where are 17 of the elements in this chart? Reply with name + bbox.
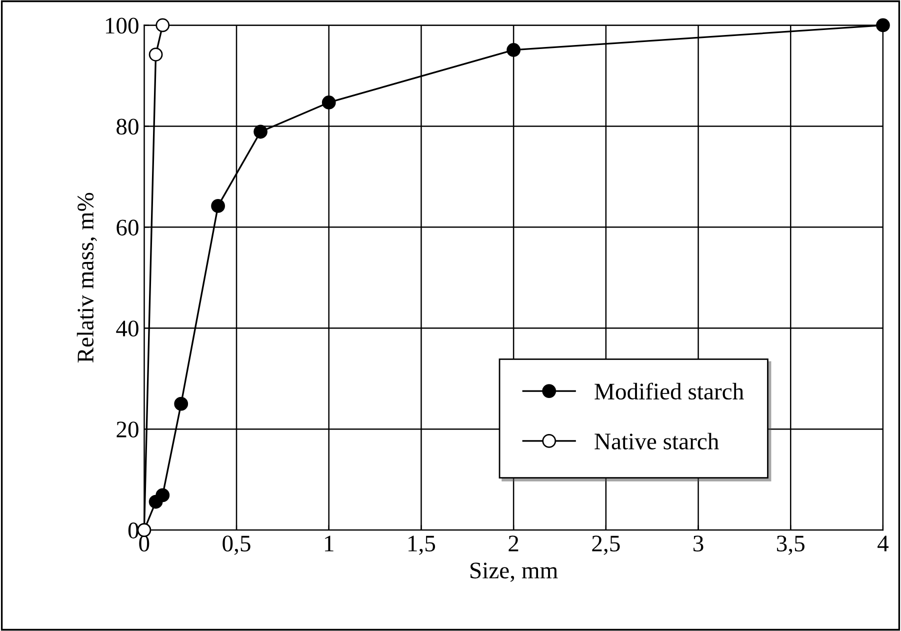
y-axis-title: Relativ mass, m% — [76, 192, 97, 363]
x-tick-label: 2 — [508, 536, 518, 552]
y-tick-label: 20 — [116, 422, 138, 438]
y-tick-label: 80 — [116, 118, 138, 135]
x-tick-label: 0,5 — [222, 536, 250, 555]
legend-label: Modified starch — [594, 382, 744, 400]
x-axis-title: Size, mm — [470, 562, 558, 582]
legend-label: Native starch — [594, 432, 719, 450]
x-tick-label: 1,5 — [408, 536, 436, 555]
y-tick-label: 100 — [106, 18, 138, 34]
y-tick-label: 60 — [116, 220, 138, 236]
x-tick-label: 2,5 — [592, 536, 620, 555]
x-tick-label: 3,5 — [777, 536, 804, 555]
y-tick-label: 40 — [116, 320, 138, 337]
x-tick-label: 4 — [878, 536, 889, 552]
x-tick-label: 1 — [325, 536, 334, 552]
x-tick-label: 3 — [694, 536, 704, 552]
